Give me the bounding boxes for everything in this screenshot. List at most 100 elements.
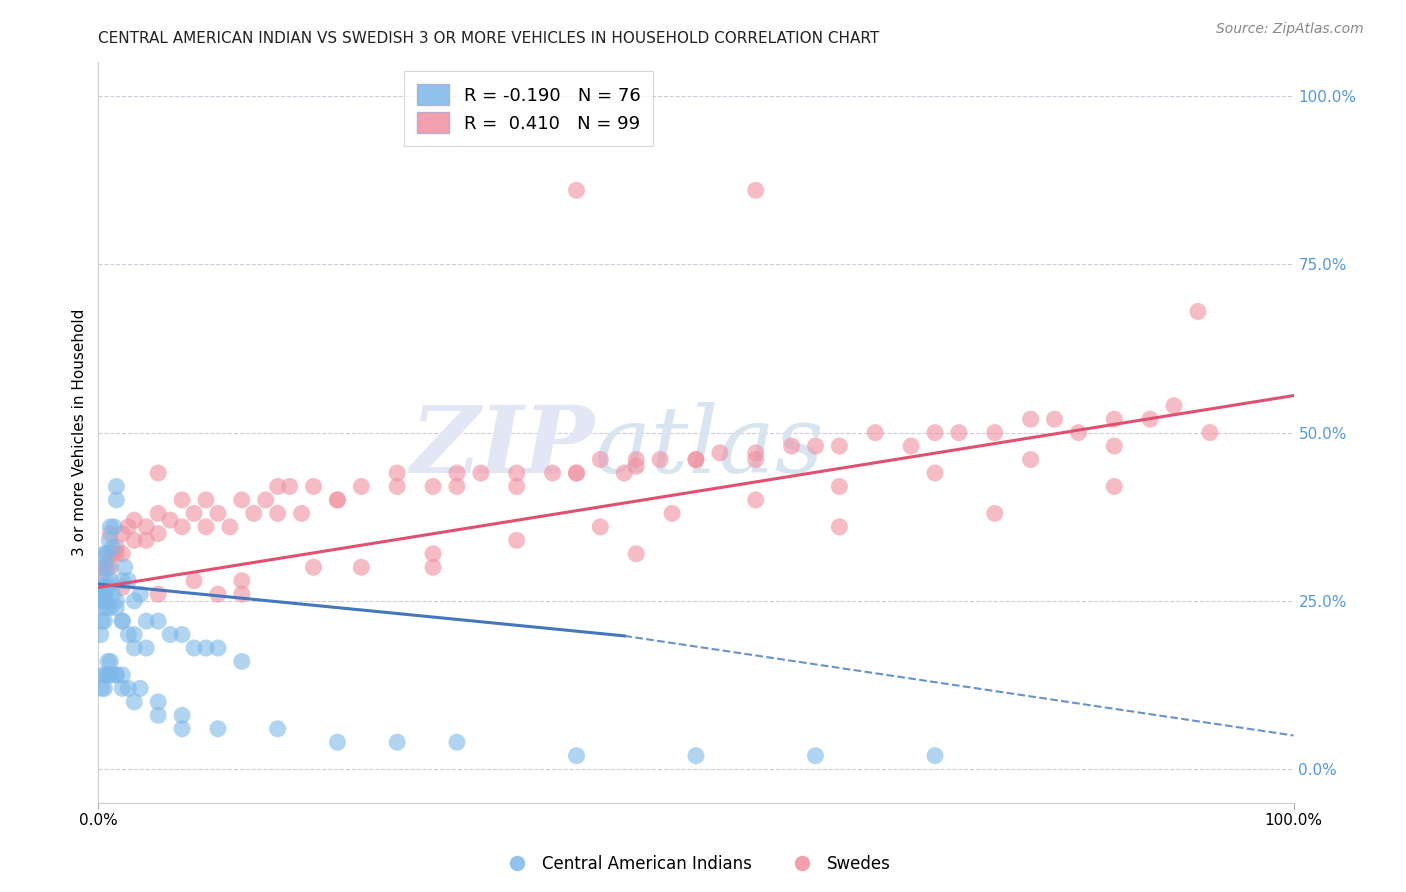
Point bbox=[350, 479, 373, 493]
Point bbox=[207, 507, 229, 521]
Point bbox=[745, 492, 768, 507]
Point bbox=[1187, 304, 1209, 318]
Point bbox=[745, 183, 768, 197]
Point bbox=[207, 722, 229, 736]
Point bbox=[422, 479, 444, 493]
Point bbox=[207, 587, 229, 601]
Point bbox=[685, 452, 707, 467]
Point bbox=[183, 574, 205, 588]
Point bbox=[172, 708, 194, 723]
Point bbox=[1198, 425, 1220, 440]
Point bbox=[111, 547, 134, 561]
Point bbox=[194, 640, 218, 655]
Point bbox=[96, 600, 118, 615]
Point bbox=[780, 439, 803, 453]
Point bbox=[124, 513, 146, 527]
Point bbox=[135, 614, 157, 628]
Point bbox=[626, 459, 648, 474]
Point bbox=[745, 452, 768, 467]
Point bbox=[984, 507, 1007, 521]
Point bbox=[91, 681, 114, 696]
Point bbox=[589, 520, 612, 534]
Point bbox=[124, 533, 146, 548]
Point bbox=[135, 640, 157, 655]
Text: CENTRAL AMERICAN INDIAN VS SWEDISH 3 OR MORE VEHICLES IN HOUSEHOLD CORRELATION C: CENTRAL AMERICAN INDIAN VS SWEDISH 3 OR … bbox=[98, 31, 880, 46]
Point bbox=[565, 183, 588, 197]
Point bbox=[93, 560, 115, 574]
Point bbox=[924, 425, 946, 440]
Point bbox=[111, 614, 134, 628]
Point bbox=[267, 507, 290, 521]
Point bbox=[326, 492, 349, 507]
Point bbox=[101, 587, 124, 601]
Point bbox=[1102, 439, 1125, 453]
Point bbox=[984, 425, 1007, 440]
Point bbox=[91, 614, 114, 628]
Point bbox=[94, 560, 117, 574]
Point bbox=[172, 492, 194, 507]
Point bbox=[194, 492, 218, 507]
Point bbox=[98, 533, 121, 548]
Text: atlas: atlas bbox=[595, 402, 824, 492]
Point bbox=[326, 735, 349, 749]
Point bbox=[900, 439, 922, 453]
Point bbox=[124, 627, 146, 641]
Point bbox=[183, 507, 205, 521]
Point bbox=[124, 594, 146, 608]
Point bbox=[924, 466, 946, 480]
Point bbox=[1139, 412, 1161, 426]
Point bbox=[219, 520, 242, 534]
Point bbox=[1067, 425, 1090, 440]
Point bbox=[117, 574, 139, 588]
Point bbox=[828, 479, 851, 493]
Point bbox=[506, 533, 529, 548]
Point bbox=[105, 668, 128, 682]
Point bbox=[148, 507, 170, 521]
Point bbox=[93, 614, 115, 628]
Point bbox=[91, 668, 114, 682]
Point bbox=[103, 520, 125, 534]
Point bbox=[105, 594, 128, 608]
Point bbox=[148, 695, 170, 709]
Point bbox=[97, 560, 120, 574]
Point bbox=[231, 587, 253, 601]
Point bbox=[422, 560, 444, 574]
Y-axis label: 3 or more Vehicles in Household: 3 or more Vehicles in Household bbox=[72, 309, 87, 557]
Point bbox=[278, 479, 301, 493]
Point bbox=[91, 560, 114, 574]
Point bbox=[124, 640, 146, 655]
Point bbox=[709, 446, 731, 460]
Point bbox=[90, 587, 112, 601]
Point bbox=[117, 627, 139, 641]
Point bbox=[159, 627, 181, 641]
Point bbox=[124, 695, 146, 709]
Point bbox=[350, 560, 373, 574]
Point bbox=[1019, 412, 1042, 426]
Point bbox=[626, 452, 648, 467]
Point bbox=[207, 640, 229, 655]
Point bbox=[326, 492, 349, 507]
Text: ZIP: ZIP bbox=[411, 402, 595, 492]
Point bbox=[685, 748, 707, 763]
Point bbox=[111, 668, 134, 682]
Point bbox=[97, 668, 120, 682]
Point bbox=[446, 466, 468, 480]
Point bbox=[98, 560, 122, 574]
Point bbox=[290, 507, 312, 521]
Point bbox=[385, 479, 409, 493]
Point bbox=[148, 708, 170, 723]
Point bbox=[267, 722, 290, 736]
Point bbox=[94, 668, 117, 682]
Point bbox=[745, 446, 768, 460]
Point bbox=[172, 627, 194, 641]
Point bbox=[159, 513, 181, 527]
Point bbox=[96, 581, 118, 595]
Point bbox=[111, 574, 134, 588]
Point bbox=[446, 479, 468, 493]
Point bbox=[267, 479, 290, 493]
Point bbox=[105, 492, 128, 507]
Point bbox=[1163, 399, 1185, 413]
Text: Source: ZipAtlas.com: Source: ZipAtlas.com bbox=[1216, 22, 1364, 37]
Point bbox=[804, 439, 827, 453]
Point bbox=[93, 587, 115, 601]
